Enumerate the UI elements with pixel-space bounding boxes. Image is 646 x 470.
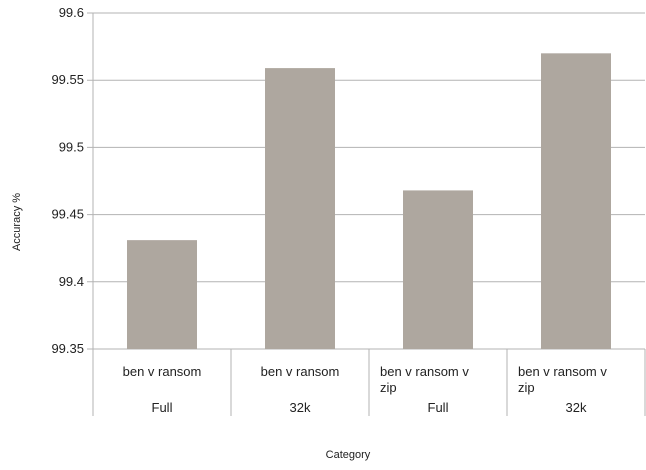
bar [265,68,335,349]
x-category-label: zip [380,380,397,395]
x-category-label: ben v ransom [123,364,202,379]
x-category-label: ben v ransom v [518,364,607,379]
y-tick-label: 99.5 [59,139,84,154]
x-category-label: ben v ransom v [380,364,469,379]
y-tick-label: 99.55 [51,72,84,87]
bar [403,190,473,349]
x-group-label: 32k [566,400,587,415]
x-category-label: ben v ransom [261,364,340,379]
y-tick-label: 99.35 [51,341,84,356]
x-category-label: zip [518,380,535,395]
x-group-label: Full [152,400,173,415]
bar [541,53,611,349]
y-tick-label: 99.4 [59,274,84,289]
x-group-label: Full [428,400,449,415]
bar [127,240,197,349]
x-axis-title: Category [326,449,371,461]
y-tick-label: 99.45 [51,207,84,222]
y-axis-title: Accuracy % [11,193,23,251]
y-tick-label: 99.6 [59,5,84,20]
x-group-label: 32k [290,400,311,415]
